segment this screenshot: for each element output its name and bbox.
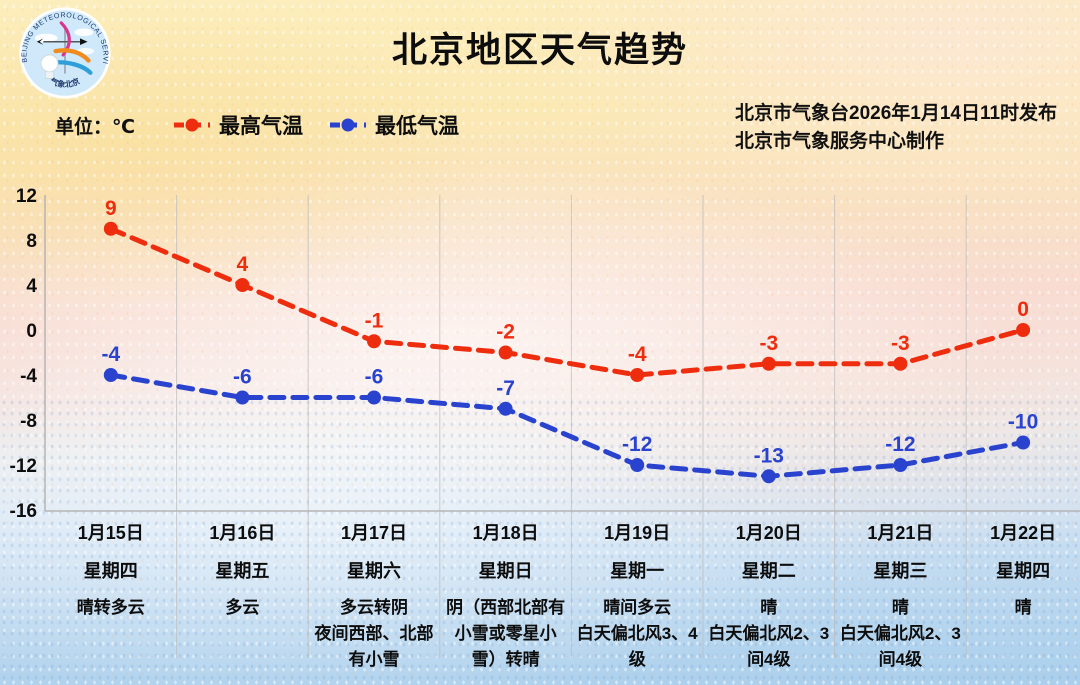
high-temp-value-label: 9 [105, 197, 117, 220]
weathervane-arrow-icon [80, 38, 88, 46]
y-tick-label: -16 [10, 501, 37, 522]
low-temp-point [235, 390, 250, 405]
chart-legend: 最高气温 最低气温 [173, 110, 459, 140]
high-temp-point [1016, 323, 1031, 337]
high-temp-line [108, 226, 1026, 378]
low-temp-value-label: -13 [754, 444, 784, 467]
low-temp-line-sample-icon [330, 118, 366, 132]
high-temp-value-label: -1 [365, 309, 384, 332]
high-temp-point [630, 368, 645, 382]
issue-line-1: 北京市气象台2026年1月14日11时发布 [735, 103, 1058, 124]
low-temp-point [498, 401, 513, 416]
issue-line-2: 北京市气象服务中心制作 [735, 131, 945, 152]
y-tick-label: -12 [10, 456, 37, 477]
y-tick-label: 0 [26, 321, 37, 342]
high-temp-line-sample-icon [174, 118, 210, 132]
low-temp-value-label: -4 [101, 343, 120, 366]
cloud-icon [74, 28, 94, 37]
unit-label: 单位：℃ [55, 117, 136, 138]
y-tick-label: 8 [26, 231, 37, 252]
y-tick-label: 4 [26, 276, 37, 297]
low-temp-point [893, 458, 908, 472]
high-temp-value-label: -3 [759, 332, 778, 355]
low-temp-value-label: -10 [1008, 411, 1038, 434]
legend-item-low: 最低气温 [329, 110, 459, 140]
high-temp-point [235, 278, 250, 292]
y-tick-label: 12 [16, 186, 37, 207]
low-temp-line [108, 372, 1026, 479]
low-temp-point [367, 390, 381, 405]
legend-label-high: 最高气温 [219, 115, 303, 138]
logo-bottom-text: 气象北京 [48, 75, 81, 89]
legend-label-low: 最低气温 [375, 115, 459, 138]
high-temp-value-label: 4 [237, 253, 249, 276]
y-tick-label: -4 [20, 366, 37, 387]
issue-info: 北京市气象台2026年1月14日11时发布 北京市气象服务中心制作 [735, 100, 1057, 156]
low-temp-value-label: -12 [622, 433, 652, 456]
high-temp-value-label: -4 [628, 343, 647, 366]
high-temp-point [103, 221, 118, 236]
beijing-meteorological-service-logo: BEIJING METEOROLOGICAL SERVICE 气象北京 [18, 6, 111, 99]
low-temp-point [630, 458, 645, 472]
low-temp-value-label: -7 [496, 377, 515, 400]
y-tick-label: -8 [20, 411, 37, 432]
low-temp-point [103, 368, 118, 382]
weathervane-feather-icon [36, 38, 44, 46]
high-temp-point [761, 356, 776, 371]
low-temp-point [761, 469, 776, 484]
page-title: 北京地区天气趋势 [391, 31, 688, 70]
legend-item-high: 最高气温 [173, 110, 303, 140]
high-temp-value-label: 0 [1017, 298, 1029, 321]
low-temp-value-label: -12 [885, 433, 915, 456]
orange-ribbon [53, 48, 91, 63]
high-temp-point [498, 345, 513, 360]
high-temp-value-label: -3 [891, 332, 910, 355]
high-temp-point [893, 356, 908, 371]
low-temp-value-label: -6 [233, 366, 252, 389]
low-temp-point [1016, 435, 1031, 450]
radar-dome-icon [40, 54, 59, 73]
high-temp-value-label: -2 [496, 321, 515, 344]
high-temp-point [367, 334, 381, 349]
low-temp-value-label: -6 [365, 366, 384, 389]
